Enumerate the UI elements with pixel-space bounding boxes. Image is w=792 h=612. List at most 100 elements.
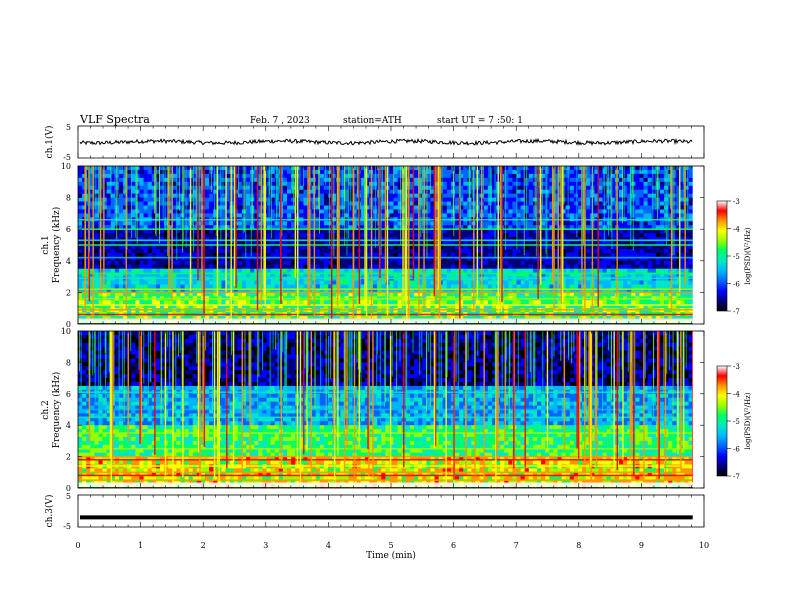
spectrogram-cell [352,197,357,202]
spectrogram-cell [196,268,202,273]
spectrogram-cell [401,237,407,242]
spectrogram-cell [200,169,206,175]
spectrogram-cell [627,268,632,273]
spectrogram-cell [508,272,513,277]
spectrogram-cell [676,241,681,246]
spectrogram-cell [647,237,653,242]
spectrogram-cell [598,166,603,171]
spectrogram-cell [381,248,386,254]
spectrogram-cell [397,256,403,262]
spectrogram-cell [573,245,579,250]
spectrogram-cell [270,237,276,242]
spectrogram-cell [541,209,546,214]
spectrogram-cell [598,213,603,218]
spectrogram-cell [409,241,415,246]
spectrogram-cell [643,213,648,218]
spectrogram-cell [508,248,513,254]
spectrogram-cell [172,185,177,190]
spectrogram-cell [82,245,87,250]
spectrogram-cell [352,280,357,285]
spectrogram-cell [82,248,87,254]
spectrogram-cell [147,169,153,175]
spectrogram-cell [643,272,648,277]
spectrogram-cell [110,193,116,198]
spectrogram-cell [594,197,599,202]
spectrogram-cell [643,189,648,194]
spectrogram-cell [434,189,439,194]
spectrogram-cell [155,209,161,214]
figure-title: VLF Spectra [79,113,150,126]
spectrogram-cell [110,268,116,273]
spectrogram-cell [118,209,124,214]
spectrogram-cell [352,272,357,277]
spectrogram-cell [393,169,398,175]
spectrogram-cell [549,193,554,198]
spectrogram-cell [303,292,308,297]
spectrogram-cell [246,256,251,262]
spectrogram-cell [287,205,292,210]
spectrogram-cell [610,284,616,289]
spectrogram-cell [545,280,550,285]
spectrogram-cell [299,225,304,230]
spectrogram-cell [504,260,509,266]
spectrogram-cell [151,169,157,175]
spectrogram-cell [291,256,296,262]
spectrogram-cell [594,205,599,210]
spectrogram-cell [241,280,247,285]
spectrogram-cell [258,237,263,242]
spectrogram-cell [684,177,689,183]
spectrogram-cell [655,272,661,277]
spectrogram-cell [131,268,136,273]
spectrogram-cell [237,252,243,258]
spectrogram-cell [508,229,513,234]
spectrogram-cell [655,245,661,250]
spectrogram-cell [147,233,153,238]
spectrogram-cell [573,241,579,246]
spectrogram-cell [426,193,431,198]
spectrogram-cell [483,256,489,262]
spectrogram-cell [389,225,394,230]
spectrogram-cell [315,256,321,262]
spectrogram-cell [319,245,325,250]
spectrogram-cell [164,193,169,198]
spectrogram-cell [577,225,583,230]
spectrogram-cell [291,272,296,277]
spectrogram-cell [573,280,579,285]
spectrogram-cell [463,221,468,226]
spectrogram-cell [508,241,513,246]
spectrogram-cell [82,209,87,214]
spectrogram-cell [491,197,497,202]
spectrogram-cell [209,225,214,230]
spectrogram-cell [602,213,607,218]
spectrogram-cell [393,173,398,179]
spectrogram-cell [143,248,148,254]
spectrogram-cell [164,185,169,190]
spectrogram-cell [237,181,243,187]
spectrogram-cell [360,268,366,273]
spectrogram-cell [151,264,157,269]
spectrogram-cell [577,201,583,206]
spectrogram-cell [565,280,571,285]
spectrogram-cell [455,241,460,246]
spectrogram-cell [536,205,542,210]
spectrogram-cell [594,221,599,226]
spectrogram-cell [221,189,226,194]
spectrogram-cell [389,221,394,226]
spectrogram-cell [430,268,435,273]
spectrogram-cell [676,166,681,171]
spectrogram-cell [213,189,218,194]
spectrogram-cell [561,205,566,210]
spectrogram-cell [512,197,517,202]
spectrogram-cell [159,260,165,266]
spectrogram-cell [299,213,304,218]
spectrogram-cell [110,189,116,194]
spectrogram-cell [565,233,571,238]
spectrogram-cell [123,248,128,254]
spectrogram-cell [688,193,694,198]
spectrogram-cell [131,193,136,198]
spectrogram-cell [414,284,419,289]
spectrogram-cell [684,225,689,230]
spectrogram-cell [332,225,337,230]
spectrogram-cell [200,225,206,230]
spectrogram-cell [110,229,116,234]
